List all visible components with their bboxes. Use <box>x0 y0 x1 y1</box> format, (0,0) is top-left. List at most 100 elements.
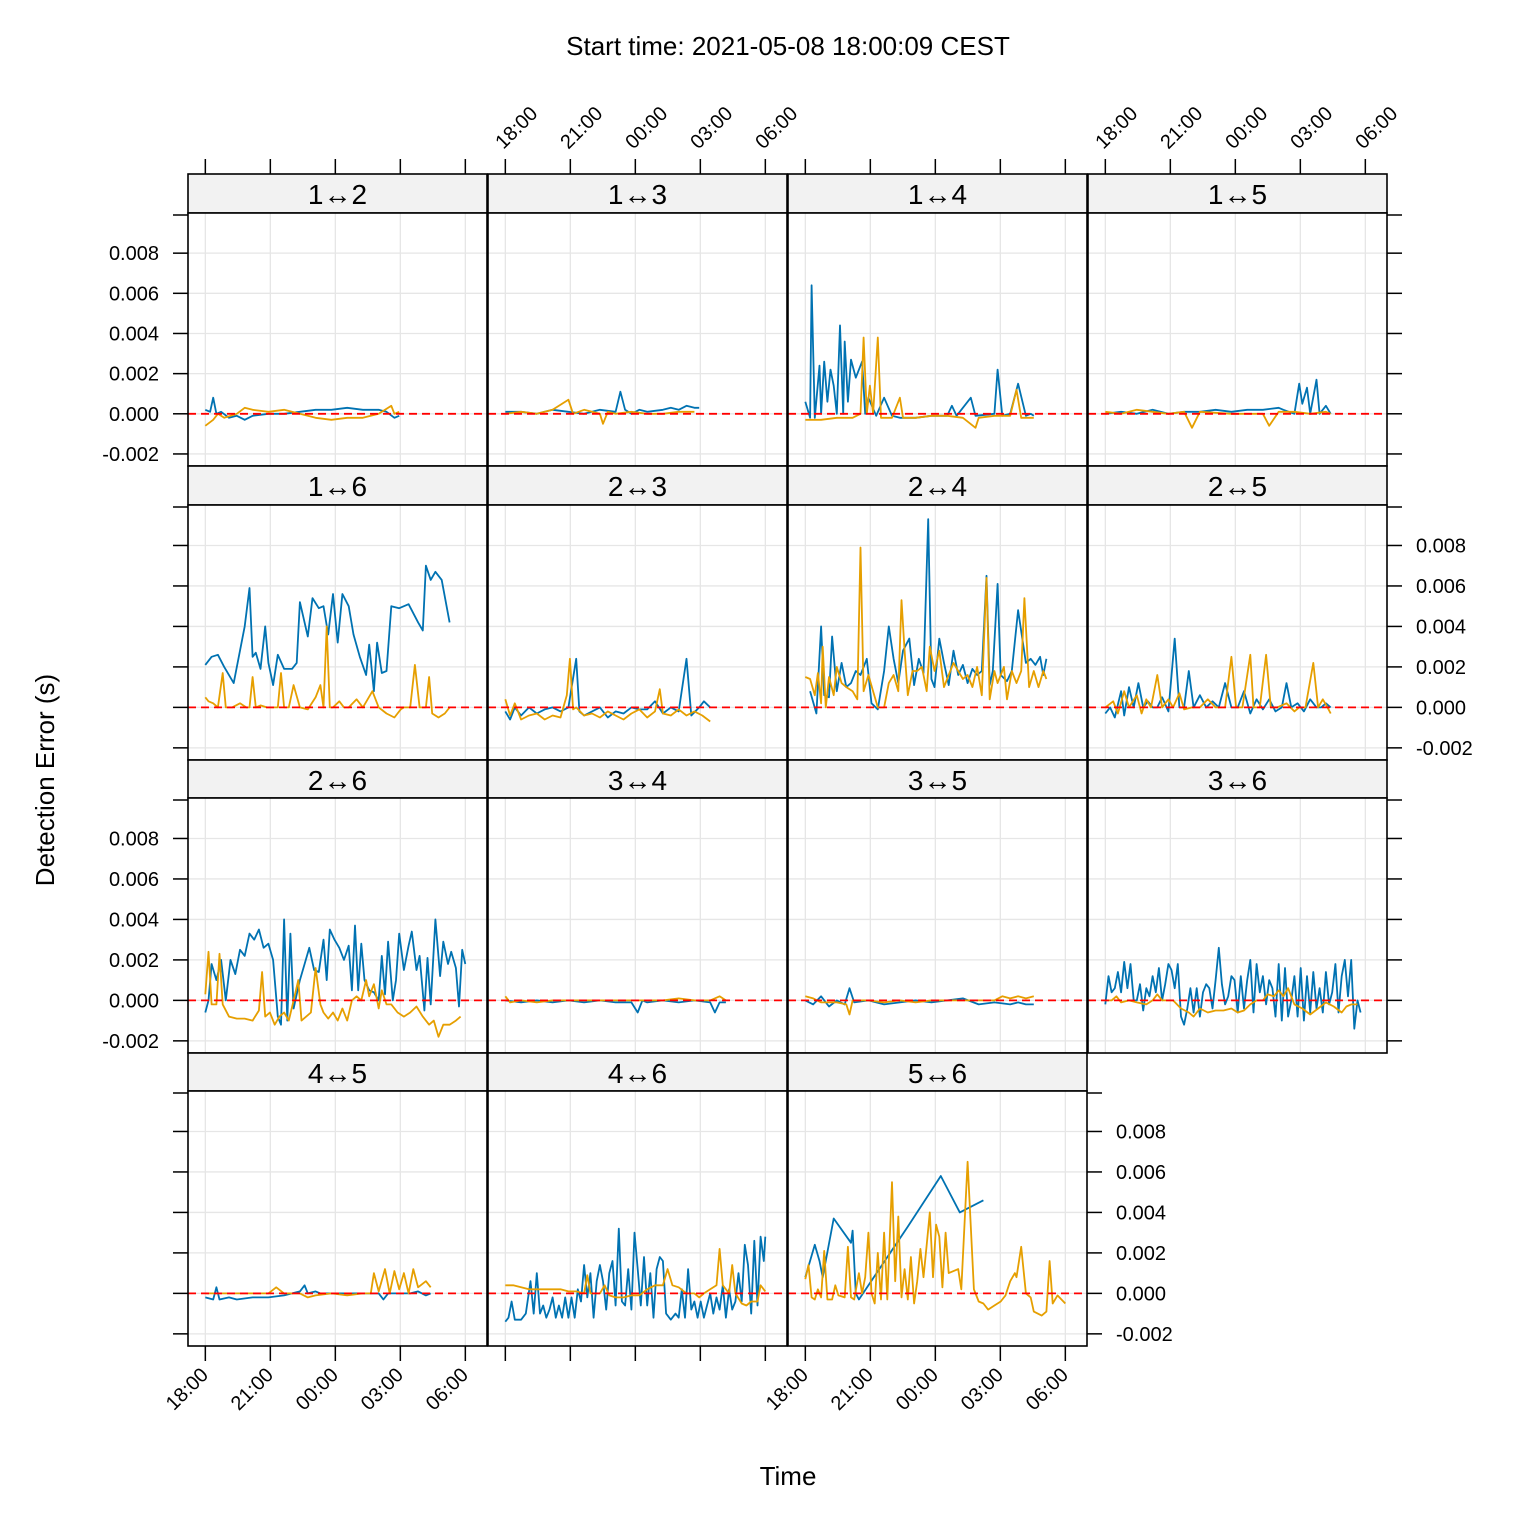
panels-group: 1↔2 1↔3 1↔4 1↔5 1↔6 2↔3 2↔4 2↔5 2↔6 3↔4 3↔5 3↔6 4↔5 4… <box>187 173 1388 1347</box>
panel-plot-area <box>1088 798 1387 1053</box>
panel-strip <box>1087 759 1388 799</box>
panel: 1↔5 <box>1087 173 1388 467</box>
y-tick-label: 0.008 <box>1416 535 1466 557</box>
panel-plot-area <box>188 1091 487 1346</box>
y-tick-label: 0.004 <box>1116 1202 1166 1224</box>
panel-strip <box>1087 173 1388 214</box>
panel-plot-area <box>488 798 787 1053</box>
panel-plot-area <box>788 1091 1087 1346</box>
panel-plot-area <box>788 798 1087 1053</box>
panel-border <box>187 1090 488 1347</box>
panel-plot-area <box>788 213 1087 466</box>
y-tick-label: 0.006 <box>109 869 159 891</box>
panel: 2↔5 <box>1087 465 1388 761</box>
series-b-line <box>205 1268 432 1299</box>
y-tick-label: 0.002 <box>109 950 159 972</box>
panel-strip-label: 2↔3 <box>608 471 667 502</box>
panel-strip <box>487 759 788 799</box>
panel-strip-label: 1↔5 <box>1208 179 1267 210</box>
panel-strip-label: 3↔5 <box>908 765 967 796</box>
panel-border <box>1087 797 1388 1054</box>
series-a-line <box>505 999 726 1014</box>
panel-strip-label: 2↔6 <box>308 765 367 796</box>
panel-strip <box>487 173 788 214</box>
panel-plot-area <box>1088 505 1387 760</box>
panel: 2↔6 <box>187 759 488 1054</box>
panel: 3↔4 <box>487 759 788 1054</box>
panel: 4↔5 <box>187 1052 488 1347</box>
series-a-line <box>204 918 467 1026</box>
panel-strip-label: 3↔6 <box>1208 765 1267 796</box>
panel-border <box>487 1090 788 1347</box>
series-a-line <box>504 1227 767 1323</box>
series-a-line <box>1104 946 1362 1030</box>
panel-strip-label: 3↔4 <box>608 765 667 796</box>
series-b-line <box>204 950 462 1038</box>
panel-strip <box>787 465 1088 506</box>
series-a-line <box>504 657 711 721</box>
panel: 3↔5 <box>787 759 1088 1054</box>
series-b-line <box>505 1248 767 1307</box>
panel: 2↔3 <box>487 465 788 761</box>
y-tick-label: 0.004 <box>109 323 159 345</box>
panel: 2↔4 <box>787 465 1088 761</box>
y-tick-label: 0.000 <box>1116 1283 1166 1305</box>
y-tick-label: 0.002 <box>1116 1243 1166 1265</box>
y-tick-label: 0.004 <box>1416 616 1466 638</box>
y-tick-label: 0.006 <box>1416 576 1466 598</box>
panel-strip-label: 4↔6 <box>608 1058 667 1089</box>
panel-plot-area <box>188 798 487 1053</box>
y-axis-label: Detection Error (s) <box>30 674 60 886</box>
y-tick-label: 0.008 <box>109 828 159 850</box>
panel-plot-area <box>1088 213 1387 466</box>
series-b-line <box>505 398 695 425</box>
panel-strip <box>787 759 1088 799</box>
panel: 5↔6 <box>787 1052 1088 1347</box>
series-b-line <box>804 546 1048 709</box>
panel-strip <box>187 1052 488 1092</box>
y-tick-label: -0.002 <box>1416 738 1473 760</box>
y-tick-label: 0.002 <box>1416 657 1466 679</box>
panel: 3↔6 <box>1087 759 1388 1054</box>
series-b-line <box>204 404 400 427</box>
x-axis-label: Time <box>760 1461 817 1491</box>
chart-title: Start time: 2021-05-08 18:00:09 CEST <box>566 31 1010 61</box>
series-b-line <box>804 1160 1066 1317</box>
panel-plot-area <box>488 505 787 760</box>
y-tick-label: 0.000 <box>1416 697 1466 719</box>
y-tick-label: 0.008 <box>109 243 159 265</box>
panel-strip-label: 2↔4 <box>908 471 967 502</box>
series-a-line <box>1104 637 1332 719</box>
y-tick-label: 0.006 <box>1116 1162 1166 1184</box>
y-tick-label: 0.002 <box>109 364 159 386</box>
panel: 1↔2 <box>187 173 488 467</box>
series-a-line <box>804 987 1034 1008</box>
series-a-line <box>1105 378 1332 415</box>
panel-strip-label: 1↔3 <box>608 179 667 210</box>
panel-strip-label: 4↔5 <box>308 1058 367 1089</box>
series-b-line <box>805 995 1035 1016</box>
series-a-line <box>205 1284 432 1301</box>
panel-border <box>787 1090 1088 1347</box>
y-tick-label: -0.002 <box>1116 1324 1173 1346</box>
y-tick-label: 0.000 <box>109 990 159 1012</box>
panel-strip-label: 1↔6 <box>308 471 367 502</box>
y-tick-label: -0.002 <box>102 1031 159 1053</box>
panel-strip-label: 5↔6 <box>908 1058 967 1089</box>
panel-strip-label: 1↔2 <box>308 179 367 210</box>
y-tick-label: 0.008 <box>1116 1121 1166 1143</box>
panel-plot-area <box>488 213 787 466</box>
series-b-line <box>504 657 711 723</box>
panel-strip <box>1087 465 1388 506</box>
panel: 4↔6 <box>487 1052 788 1347</box>
y-tick-label: 0.000 <box>109 404 159 426</box>
panel-plot-area <box>788 505 1087 760</box>
panel-plot-area <box>488 1091 787 1346</box>
panel: 1↔3 <box>487 173 788 467</box>
panel-strip <box>487 1052 788 1092</box>
panel-strip <box>187 759 488 799</box>
series-b-line <box>1105 987 1358 1018</box>
y-tick-label: -0.002 <box>102 444 159 466</box>
y-tick-label: 0.006 <box>109 283 159 305</box>
panel-strip <box>787 173 1088 214</box>
